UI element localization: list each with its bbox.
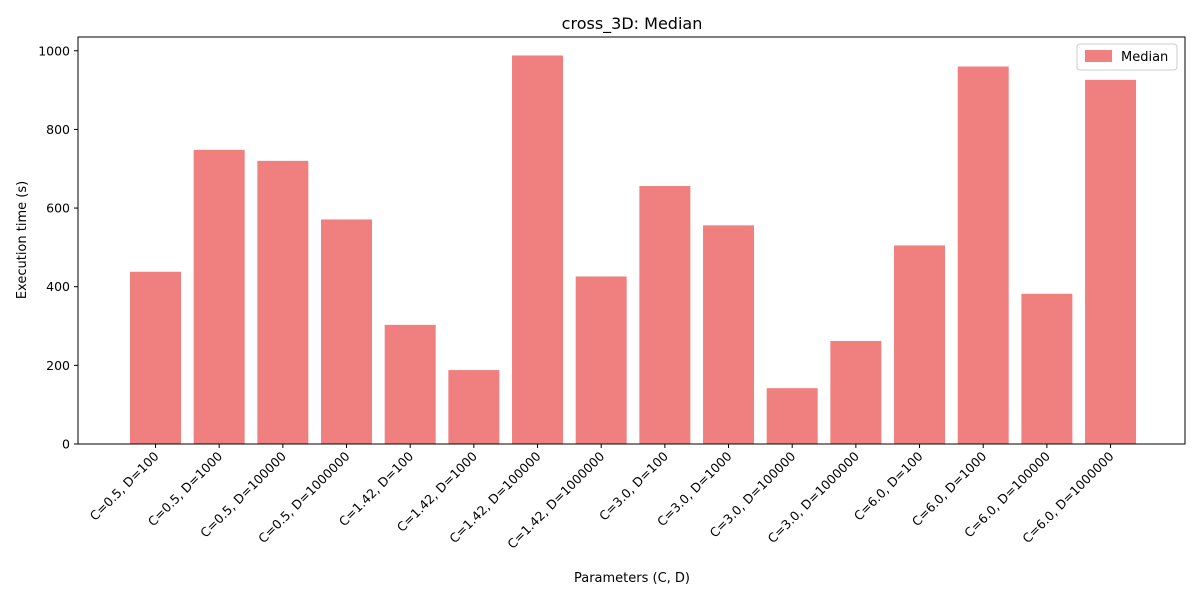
bar — [703, 225, 755, 444]
legend: Median — [1076, 43, 1178, 71]
bar — [384, 324, 436, 444]
bar — [512, 55, 564, 444]
y-tick-label: 800 — [46, 122, 70, 137]
y-tick-label: 1000 — [38, 43, 70, 58]
bar — [193, 149, 245, 445]
bar — [830, 340, 882, 444]
y-axis-label: Execution time (s) — [15, 181, 30, 299]
y-tick-label: 200 — [46, 358, 70, 373]
bar — [448, 370, 500, 444]
bar — [957, 66, 1009, 445]
y-tick-label: 600 — [46, 201, 70, 216]
bar — [1085, 79, 1137, 445]
y-tick-label: 0 — [62, 437, 70, 452]
chart-title: cross_3D: Median — [562, 14, 703, 34]
bar — [1021, 293, 1073, 444]
bar — [639, 186, 691, 445]
bar — [321, 219, 373, 444]
legend-swatch — [1085, 50, 1112, 62]
bar — [894, 245, 946, 444]
bar — [130, 271, 181, 444]
y-tick-label: 400 — [46, 279, 70, 294]
legend-label: Median — [1121, 50, 1168, 65]
bar — [257, 160, 309, 444]
y-axis: 0 200 400 600 800 1000 — [38, 43, 78, 452]
bars-group — [130, 55, 1137, 445]
x-axis-label: Parameters (C, D) — [574, 571, 690, 586]
bar — [575, 276, 627, 444]
plot-frame — [77, 36, 1186, 445]
bar — [766, 388, 818, 444]
